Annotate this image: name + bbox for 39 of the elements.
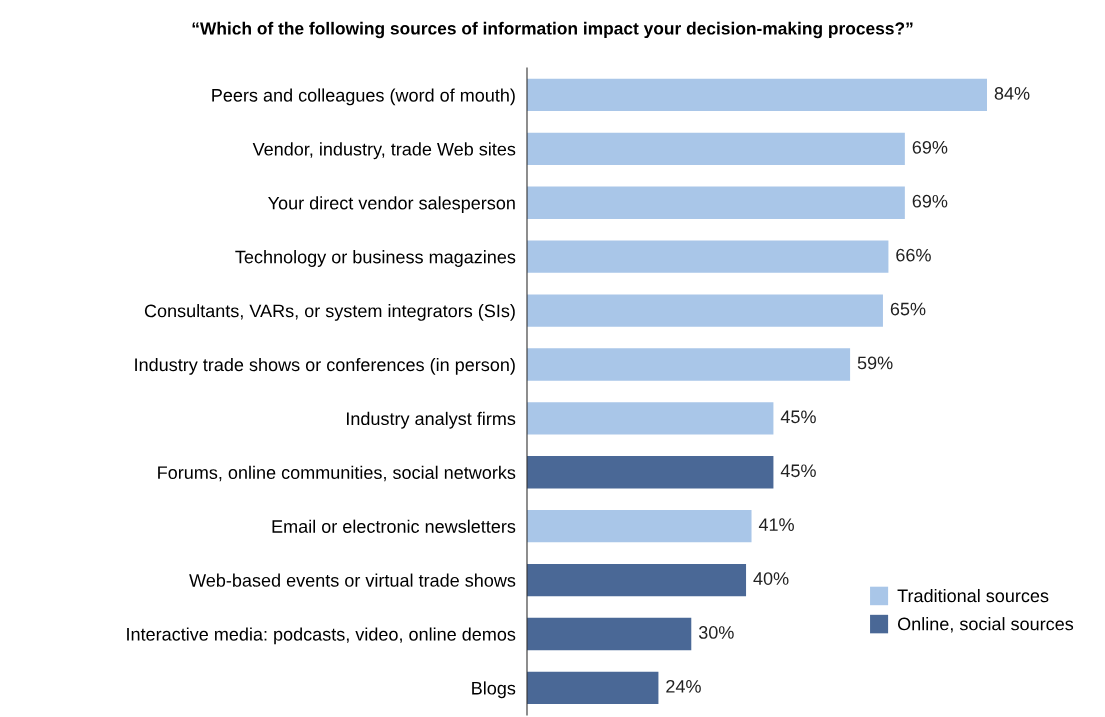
legend-label: Traditional sources: [897, 588, 1049, 603]
y-tick-label: Blogs: [472, 681, 516, 699]
y-tick-label: Web-based events or virtual trade shows: [189, 573, 516, 587]
bar: [527, 186, 905, 219]
bar: [527, 563, 747, 597]
bar: [527, 294, 883, 327]
y-tick-label: Interactive media: podcasts, video, online demos: [127, 627, 516, 645]
data-label: 69%: [912, 140, 948, 154]
y-tick-label: Peers and colleagues (word of mouth): [212, 88, 515, 106]
data-label: 59%: [857, 356, 893, 370]
data-label: 84%: [994, 87, 1030, 100]
y-tick-label: Technology or business magazines: [235, 250, 516, 267]
y-tick-label: Your direct vendor salesperson: [268, 196, 515, 214]
y-tick-label: Industry trade shows or conferences (in person): [135, 357, 515, 375]
bar: [527, 348, 851, 381]
y-tick-label: Industry analyst firms: [346, 411, 516, 429]
bar: [527, 240, 889, 273]
bar: [527, 78, 987, 112]
legend-label: Online, social sources: [897, 617, 1074, 633]
data-label: 40%: [753, 572, 789, 585]
data-label: 24%: [666, 679, 701, 693]
bar: [527, 510, 752, 543]
bar: [527, 132, 905, 166]
y-tick-label: Consultants, VARs, or system integrators (SIs): [144, 304, 515, 321]
data-label: 41%: [758, 518, 794, 531]
y-tick-label: Vendor, industry, trade Web sites: [252, 142, 516, 160]
bar: [527, 402, 774, 435]
data-label: 69%: [912, 194, 948, 208]
chart-title: “Which of the following sources of information impact your decision-making process?”: [192, 21, 913, 39]
data-label: 66%: [896, 248, 931, 262]
y-tick-label: Forums, online communities, social networks: [158, 465, 516, 482]
bar: [527, 456, 774, 489]
bar: [527, 617, 692, 651]
data-label: 30%: [698, 626, 734, 639]
data-label: 45%: [780, 410, 816, 424]
y-tick-label: Email or electronic newsletters: [272, 519, 516, 533]
data-label: 45%: [780, 464, 816, 478]
bar: [527, 671, 659, 705]
data-label: 65%: [890, 302, 926, 316]
